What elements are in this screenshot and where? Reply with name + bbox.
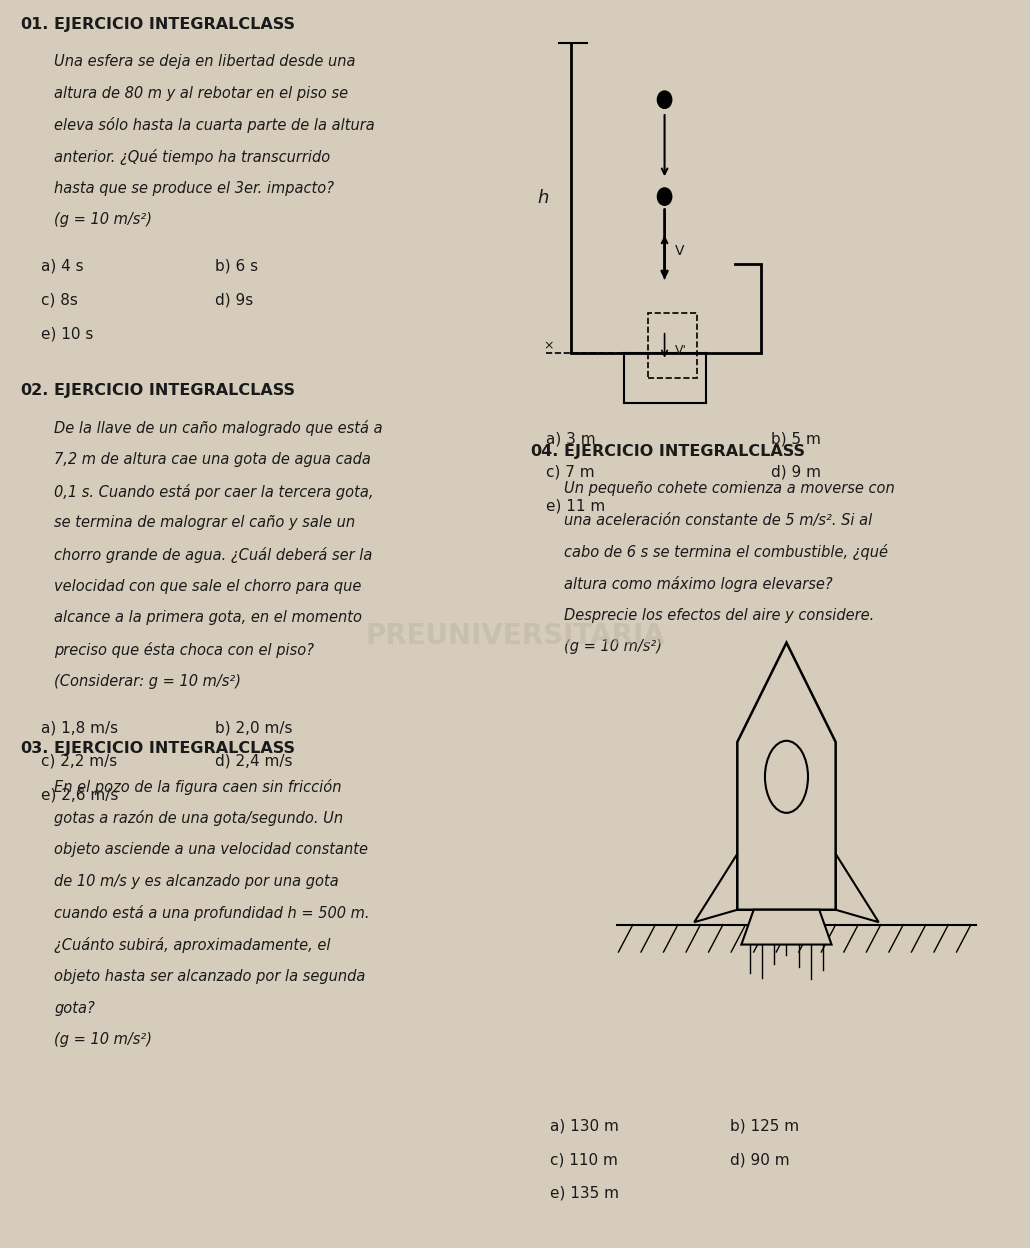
Text: a) 4 s: a) 4 s xyxy=(41,260,83,275)
Text: (g = 10 m/s²): (g = 10 m/s²) xyxy=(55,1032,152,1047)
Text: anterior. ¿Qué tiempo ha transcurrido: anterior. ¿Qué tiempo ha transcurrido xyxy=(55,149,331,165)
Text: hasta que se produce el 3er. impacto?: hasta que se produce el 3er. impacto? xyxy=(55,181,335,196)
Circle shape xyxy=(657,91,672,109)
Text: de 10 m/s y es alcanzado por una gota: de 10 m/s y es alcanzado por una gota xyxy=(55,874,339,889)
Text: 01.: 01. xyxy=(21,16,49,31)
Text: Desprecie los efectos del aire y considere.: Desprecie los efectos del aire y conside… xyxy=(563,608,874,623)
Text: Una esfera se deja en libertad desde una: Una esfera se deja en libertad desde una xyxy=(55,54,356,69)
Text: (g = 10 m/s²): (g = 10 m/s²) xyxy=(55,212,152,227)
Text: a) 1,8 m/s: a) 1,8 m/s xyxy=(41,720,118,735)
Text: d) 90 m: d) 90 m xyxy=(729,1152,789,1167)
Text: c) 7 m: c) 7 m xyxy=(546,466,594,480)
Text: EJERCICIO INTEGRALCLASS: EJERCICIO INTEGRALCLASS xyxy=(55,383,296,398)
Text: b) 6 s: b) 6 s xyxy=(215,260,259,275)
Text: EJERCICIO INTEGRALCLASS: EJERCICIO INTEGRALCLASS xyxy=(55,16,296,31)
Text: c) 8s: c) 8s xyxy=(41,292,78,307)
Text: 04.: 04. xyxy=(529,444,558,459)
Text: una aceleración constante de 5 m/s². Si al: una aceleración constante de 5 m/s². Si … xyxy=(563,513,872,528)
Text: cabo de 6 s se termina el combustible, ¿qué: cabo de 6 s se termina el combustible, ¿… xyxy=(563,544,888,560)
Text: V: V xyxy=(675,245,684,258)
Text: En el pozo de la figura caen sin fricción: En el pozo de la figura caen sin fricció… xyxy=(55,779,342,795)
Text: velocidad con que sale el chorro para que: velocidad con que sale el chorro para qu… xyxy=(55,579,362,594)
Text: V': V' xyxy=(675,344,687,357)
Text: d) 2,4 m/s: d) 2,4 m/s xyxy=(215,754,293,769)
Text: altura de 80 m y al rebotar en el piso se: altura de 80 m y al rebotar en el piso s… xyxy=(55,86,348,101)
Text: 02.: 02. xyxy=(21,383,49,398)
Text: e) 2,6 m/s: e) 2,6 m/s xyxy=(41,787,118,802)
Text: b) 2,0 m/s: b) 2,0 m/s xyxy=(215,720,293,735)
Text: se termina de malograr el caño y sale un: se termina de malograr el caño y sale un xyxy=(55,515,355,530)
Text: preciso que ésta choca con el piso?: preciso que ésta choca con el piso? xyxy=(55,643,314,658)
Text: alcance a la primera gota, en el momento: alcance a la primera gota, en el momento xyxy=(55,610,363,625)
Text: gota?: gota? xyxy=(55,1001,95,1016)
Ellipse shape xyxy=(765,741,808,812)
Text: a) 130 m: a) 130 m xyxy=(550,1118,619,1133)
Text: d) 9 m: d) 9 m xyxy=(771,466,821,480)
Text: h: h xyxy=(537,188,548,207)
Text: d) 9s: d) 9s xyxy=(215,292,253,307)
Text: b) 5 m: b) 5 m xyxy=(771,432,821,447)
Text: c) 110 m: c) 110 m xyxy=(550,1152,618,1167)
Text: Un pequeño cohete comienza a moverse con: Un pequeño cohete comienza a moverse con xyxy=(563,480,894,495)
Text: cuando está a una profundidad h = 500 m.: cuando está a una profundidad h = 500 m. xyxy=(55,906,370,921)
Polygon shape xyxy=(742,910,831,945)
Text: 0,1 s. Cuando está por caer la tercera gota,: 0,1 s. Cuando está por caer la tercera g… xyxy=(55,484,374,499)
Text: De la llave de un caño malogrado que está a: De la llave de un caño malogrado que est… xyxy=(55,421,383,437)
Text: b) 125 m: b) 125 m xyxy=(729,1118,799,1133)
Polygon shape xyxy=(737,643,835,910)
Text: 7,2 m de altura cae una gota de agua cada: 7,2 m de altura cae una gota de agua cad… xyxy=(55,452,372,467)
Text: gotas a razón de una gota/segundo. Un: gotas a razón de una gota/segundo. Un xyxy=(55,810,344,826)
Text: (g = 10 m/s²): (g = 10 m/s²) xyxy=(563,639,661,654)
Text: ¿Cuánto subirá, aproximadamente, el: ¿Cuánto subirá, aproximadamente, el xyxy=(55,937,331,953)
Text: EJERCICIO INTEGRALCLASS: EJERCICIO INTEGRALCLASS xyxy=(55,741,296,756)
Text: EJERCICIO INTEGRALCLASS: EJERCICIO INTEGRALCLASS xyxy=(563,444,804,459)
Text: 03.: 03. xyxy=(21,741,49,756)
Text: objeto hasta ser alcanzado por la segunda: objeto hasta ser alcanzado por la segund… xyxy=(55,968,366,983)
Polygon shape xyxy=(694,854,737,922)
Text: ×: × xyxy=(544,339,554,352)
Text: a) 3 m: a) 3 m xyxy=(546,432,595,447)
Polygon shape xyxy=(835,854,879,922)
Circle shape xyxy=(657,188,672,206)
Text: altura como máximo logra elevarse?: altura como máximo logra elevarse? xyxy=(563,577,832,592)
Text: objeto asciende a una velocidad constante: objeto asciende a una velocidad constant… xyxy=(55,842,369,857)
Text: e) 10 s: e) 10 s xyxy=(41,326,94,341)
Text: PREUNIVERSITARIA: PREUNIVERSITARIA xyxy=(365,623,665,650)
Text: e) 11 m: e) 11 m xyxy=(546,498,605,513)
Text: chorro grande de agua. ¿Cuál deberá ser la: chorro grande de agua. ¿Cuál deberá ser … xyxy=(55,547,373,563)
Text: eleva sólo hasta la cuarta parte de la altura: eleva sólo hasta la cuarta parte de la a… xyxy=(55,117,375,134)
Text: e) 135 m: e) 135 m xyxy=(550,1186,619,1201)
Text: c) 2,2 m/s: c) 2,2 m/s xyxy=(41,754,117,769)
Text: (Considerar: g = 10 m/s²): (Considerar: g = 10 m/s²) xyxy=(55,674,241,689)
